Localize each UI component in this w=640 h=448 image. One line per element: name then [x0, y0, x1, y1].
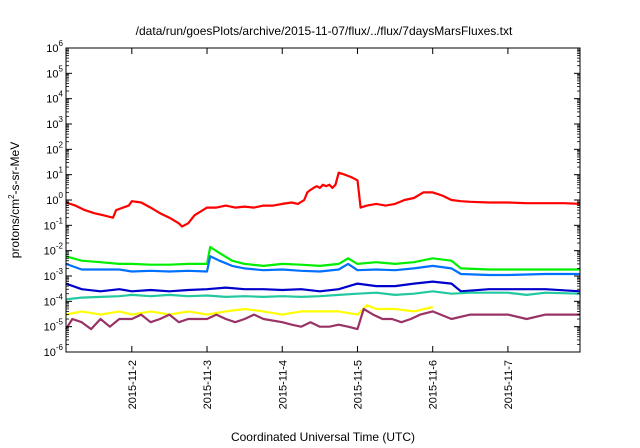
series-line-3 — [65, 255, 580, 277]
y-tick-label: 106 — [46, 39, 63, 55]
y-tick-label: 10-1 — [44, 216, 64, 232]
y-tick-label: 105 — [46, 64, 63, 80]
y-tick-label: 104 — [46, 90, 63, 106]
series-line-5 — [65, 290, 581, 301]
y-tick-label: 101 — [46, 166, 63, 182]
x-tick-label: 2015-11-4 — [277, 360, 289, 409]
series-line-7 — [65, 307, 580, 331]
y-axis-label: protons/cm2-s-sr-MeV — [7, 142, 22, 258]
series-line-2 — [65, 245, 580, 271]
y-tick-label: 103 — [46, 115, 63, 131]
y-tick-label: 102 — [46, 140, 63, 156]
x-tick-label: 2015-11-6 — [428, 360, 440, 409]
y-axis-label-main: protons/cm — [8, 199, 22, 258]
y-axis: 10-6 10-5 10-4 10-3 10-2 10-1 100 101 102 103 104 1… — [44, 39, 580, 359]
x-axis-label: Coordinated Universal Time (UTC) — [231, 430, 415, 444]
y-tick-label: 100 — [46, 191, 63, 207]
series-line-1 — [65, 171, 581, 228]
y-tick-label: 10-2 — [44, 242, 64, 258]
y-tick-label: 10-5 — [44, 318, 64, 334]
x-tick-label: 2015-11-2 — [127, 360, 139, 409]
x-tick-label: 2015-11-7 — [503, 360, 515, 409]
series-line-4 — [65, 280, 581, 293]
y-tick-label: 10-4 — [44, 292, 64, 308]
chart-title: /data/run/goesPlots/archive/2015-11-07/f… — [136, 24, 513, 38]
x-tick-label: 2015-11-5 — [353, 360, 365, 409]
y-axis-label-superscript: 2 — [7, 194, 16, 199]
y-axis-label-rest: -s-sr-MeV — [8, 142, 22, 195]
plot-frame — [65, 47, 581, 353]
series-line-6 — [65, 304, 433, 316]
x-tick-label: 2015-11-3 — [202, 360, 214, 409]
x-axis: 2015-11-2 2015-11-3 2015-11-4 2015-11-5 2015… — [127, 48, 515, 409]
y-tick-label: 10-3 — [44, 267, 64, 283]
y-tick-label: 10-6 — [44, 343, 64, 359]
series-layer — [65, 171, 581, 331]
